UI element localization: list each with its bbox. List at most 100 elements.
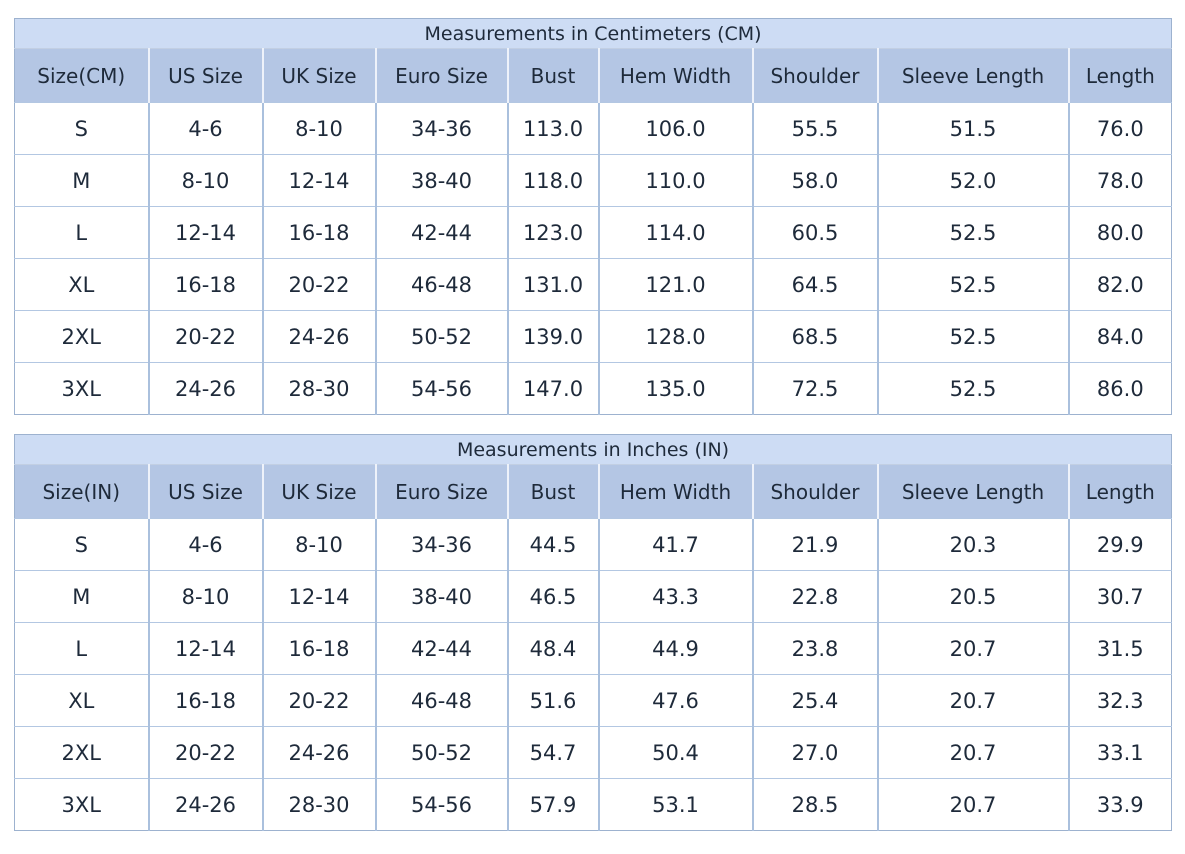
measurement-cell: 24-26 <box>147 362 263 415</box>
measurement-cell: 80.0 <box>1067 206 1172 259</box>
measurement-cell: 20.3 <box>876 518 1069 571</box>
table-title-row: Measurements in Centimeters (CM) <box>14 18 1172 49</box>
size-label-cell: L <box>14 206 149 259</box>
table-title-row: Measurements in Inches (IN) <box>14 434 1172 465</box>
column-header: Size(IN) <box>14 464 149 519</box>
column-header: UK Size <box>261 48 376 103</box>
measurement-cell: 50-52 <box>374 310 508 363</box>
measurement-cell: 46-48 <box>374 674 508 727</box>
column-header: Sleeve Length <box>876 464 1069 519</box>
measurement-cell: 123.0 <box>506 206 599 259</box>
measurement-cell: 8-10 <box>147 154 263 207</box>
column-header: Hem Width <box>597 48 753 103</box>
table-row: M 8-10 12-14 38-40 46.5 43.3 22.8 20.5 30.7 <box>14 570 1172 623</box>
table-body-cm: S 4-6 8-10 34-36 113.0 106.0 55.5 51.5 76.0 M 8-10… <box>14 102 1172 415</box>
measurement-cell: 50.4 <box>597 726 753 779</box>
measurement-cell: 20-22 <box>147 310 263 363</box>
measurement-cell: 114.0 <box>597 206 753 259</box>
measurement-cell: 24-26 <box>147 778 263 831</box>
measurement-cell: 28.5 <box>751 778 878 831</box>
table-row: XL 16-18 20-22 46-48 51.6 47.6 25.4 20.7 32.3 <box>14 674 1172 727</box>
measurement-cell: 72.5 <box>751 362 878 415</box>
measurement-cell: 4-6 <box>147 518 263 571</box>
size-label-cell: 3XL <box>14 778 149 831</box>
measurement-cell: 20-22 <box>147 726 263 779</box>
column-header: Shoulder <box>751 464 878 519</box>
measurement-cell: 84.0 <box>1067 310 1172 363</box>
column-header: Size(CM) <box>14 48 149 103</box>
measurement-cell: 128.0 <box>597 310 753 363</box>
measurement-cell: 33.1 <box>1067 726 1172 779</box>
measurement-cell: 8-10 <box>261 518 376 571</box>
column-header: Euro Size <box>374 48 508 103</box>
size-label-cell: L <box>14 622 149 675</box>
size-table-cm: Measurements in Centimeters (CM) Size(CM… <box>14 18 1173 415</box>
table-row: XL 16-18 20-22 46-48 131.0 121.0 64.5 52.5 82.0 <box>14 258 1172 311</box>
measurement-cell: 46.5 <box>506 570 599 623</box>
measurement-cell: 28-30 <box>261 362 376 415</box>
measurement-cell: 24-26 <box>261 310 376 363</box>
measurement-cell: 53.1 <box>597 778 753 831</box>
measurement-cell: 54-56 <box>374 778 508 831</box>
measurement-cell: 131.0 <box>506 258 599 311</box>
table-row: 2XL 20-22 24-26 50-52 54.7 50.4 27.0 20.7 33.1 <box>14 726 1172 779</box>
measurement-cell: 48.4 <box>506 622 599 675</box>
size-table-in: Measurements in Inches (IN) Size(IN) US S… <box>14 434 1173 831</box>
size-label-cell: S <box>14 518 149 571</box>
measurement-cell: 43.3 <box>597 570 753 623</box>
table-row: S 4-6 8-10 34-36 44.5 41.7 21.9 20.3 29.9 <box>14 518 1172 571</box>
measurement-cell: 76.0 <box>1067 102 1172 155</box>
measurement-cell: 64.5 <box>751 258 878 311</box>
measurement-cell: 52.0 <box>876 154 1069 207</box>
column-header: US Size <box>147 464 263 519</box>
measurement-cell: 52.5 <box>876 362 1069 415</box>
measurement-cell: 21.9 <box>751 518 878 571</box>
measurement-cell: 42-44 <box>374 206 508 259</box>
measurement-cell: 38-40 <box>374 154 508 207</box>
measurement-cell: 68.5 <box>751 310 878 363</box>
measurement-cell: 16-18 <box>147 258 263 311</box>
measurement-cell: 20.7 <box>876 622 1069 675</box>
column-header: UK Size <box>261 464 376 519</box>
measurement-cell: 135.0 <box>597 362 753 415</box>
measurement-cell: 78.0 <box>1067 154 1172 207</box>
measurement-cell: 47.6 <box>597 674 753 727</box>
column-header: Length <box>1067 48 1172 103</box>
measurement-cell: 110.0 <box>597 154 753 207</box>
size-label-cell: XL <box>14 674 149 727</box>
measurement-cell: 57.9 <box>506 778 599 831</box>
measurement-cell: 38-40 <box>374 570 508 623</box>
table-header-row: Size(CM) US Size UK Size Euro Size Bust Hem W… <box>14 48 1172 103</box>
measurement-cell: 16-18 <box>147 674 263 727</box>
measurement-cell: 52.5 <box>876 258 1069 311</box>
size-label-cell: 2XL <box>14 726 149 779</box>
table-row: L 12-14 16-18 42-44 123.0 114.0 60.5 52.5 80.0 <box>14 206 1172 259</box>
column-header: Euro Size <box>374 464 508 519</box>
column-header: US Size <box>147 48 263 103</box>
measurement-cell: 34-36 <box>374 102 508 155</box>
measurement-cell: 44.9 <box>597 622 753 675</box>
size-label-cell: XL <box>14 258 149 311</box>
size-label-cell: M <box>14 154 149 207</box>
measurement-cell: 30.7 <box>1067 570 1172 623</box>
table-row: L 12-14 16-18 42-44 48.4 44.9 23.8 20.7 31.5 <box>14 622 1172 675</box>
column-header: Bust <box>506 464 599 519</box>
table-title-cm: Measurements in Centimeters (CM) <box>14 18 1172 49</box>
column-header: Hem Width <box>597 464 753 519</box>
measurement-cell: 54.7 <box>506 726 599 779</box>
measurement-cell: 34-36 <box>374 518 508 571</box>
measurement-cell: 16-18 <box>261 622 376 675</box>
measurement-cell: 121.0 <box>597 258 753 311</box>
table-title-in: Measurements in Inches (IN) <box>14 434 1172 465</box>
measurement-cell: 52.5 <box>876 310 1069 363</box>
measurement-cell: 20-22 <box>261 674 376 727</box>
table-row: 3XL 24-26 28-30 54-56 57.9 53.1 28.5 20.7 33.9 <box>14 778 1172 831</box>
measurement-cell: 60.5 <box>751 206 878 259</box>
measurement-cell: 20.7 <box>876 778 1069 831</box>
measurement-cell: 8-10 <box>261 102 376 155</box>
measurement-cell: 55.5 <box>751 102 878 155</box>
column-header: Length <box>1067 464 1172 519</box>
measurement-cell: 147.0 <box>506 362 599 415</box>
measurement-cell: 54-56 <box>374 362 508 415</box>
measurement-cell: 86.0 <box>1067 362 1172 415</box>
